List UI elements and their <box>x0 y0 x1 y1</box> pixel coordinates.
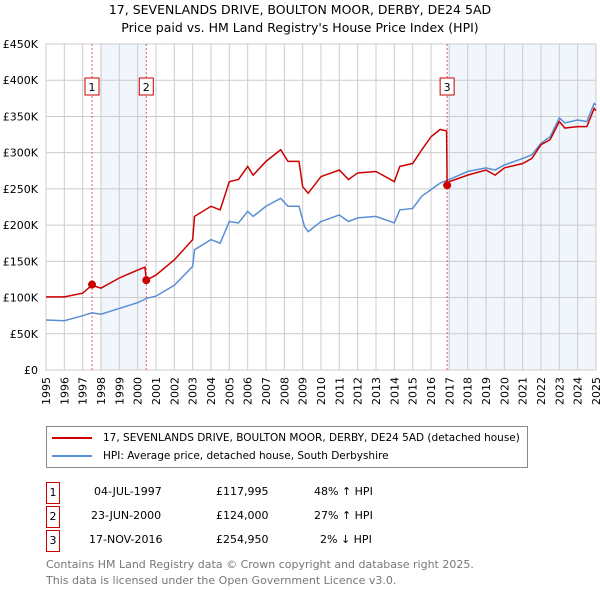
x-tick-label: 2004 <box>205 377 218 405</box>
y-tick-label: £450K <box>3 38 39 51</box>
sale-label-box <box>439 77 455 96</box>
transaction-row: 1 04-JUL-1997 £117,995 48% ↑ HPI <box>46 482 446 504</box>
legend: 17, SEVENLANDS DRIVE, BOULTON MOOR, DERB… <box>46 426 528 468</box>
x-tick-label: 2001 <box>150 377 163 405</box>
y-tick-label: £300K <box>3 147 39 160</box>
x-tick-label: 2018 <box>462 377 475 405</box>
property-price-line <box>46 107 597 298</box>
y-tick-label: £150K <box>3 255 39 268</box>
y-tick-label: £200K <box>3 219 39 232</box>
transaction-date: 23-JUN-2000 <box>91 509 162 522</box>
x-tick-label: 2025 <box>590 377 600 405</box>
legend-line-blue <box>52 455 92 457</box>
y-tick-label: £250K <box>3 183 39 196</box>
transaction-number: 3 <box>46 530 60 552</box>
transaction-hpi: 2% ↓ HPI <box>320 533 372 546</box>
x-tick-label: 2010 <box>315 377 328 405</box>
price-chart: 1995 1996 1997 1998 1999 2000 2001 2002 2003 2004… <box>3 38 600 405</box>
transaction-date: 17-NOV-2016 <box>89 533 163 546</box>
transaction-number: 2 <box>46 506 60 528</box>
y-tick-label: £0 <box>24 364 38 377</box>
x-tick-label: 2002 <box>168 377 181 405</box>
shaded-region <box>100 44 147 370</box>
sale-label: 3 <box>444 81 451 94</box>
sale-point <box>88 280 97 289</box>
x-tick-label: 2017 <box>443 377 456 405</box>
transaction-price: £117,995 <box>216 485 269 498</box>
hpi-line <box>45 102 597 322</box>
x-tick-label: 2013 <box>370 377 383 405</box>
legend-line-red <box>52 437 92 439</box>
x-tick-label: 2015 <box>407 377 420 405</box>
legend-item-property: 17, SEVENLANDS DRIVE, BOULTON MOOR, DERB… <box>52 429 520 447</box>
sale-label: 1 <box>89 81 96 94</box>
legend-label: 17, SEVENLANDS DRIVE, BOULTON MOOR, DERB… <box>103 432 520 444</box>
sale-point <box>142 276 151 285</box>
sale-point <box>443 181 452 190</box>
x-tick-label: 1999 <box>113 377 126 405</box>
chart-title: 17, SEVENLANDS DRIVE, BOULTON MOOR, DERB… <box>108 2 492 17</box>
transaction-price: £124,000 <box>216 509 269 522</box>
plot-frame <box>45 43 597 371</box>
x-tick-label: 2003 <box>187 377 200 405</box>
x-tick-label: 1998 <box>95 377 108 405</box>
x-tick-label: 2022 <box>535 377 548 405</box>
x-tick-label: 2021 <box>517 377 530 405</box>
y-tick-label: £400K <box>3 74 39 87</box>
x-tick-label: 2009 <box>297 377 310 405</box>
legend-item-hpi: HPI: Average price, detached house, Sout… <box>52 447 389 465</box>
footer-licence: This data is licensed under the Open Gov… <box>46 574 397 587</box>
transaction-row: 2 23-JUN-2000 £124,000 27% ↑ HPI <box>46 506 446 528</box>
chart-subtitle: Price paid vs. HM Land Registry's House … <box>121 20 479 35</box>
x-tick-label: 2006 <box>242 377 255 405</box>
x-tick-label: 2014 <box>388 377 401 405</box>
legend-label: HPI: Average price, detached house, Sout… <box>103 450 389 462</box>
x-tick-label: 2024 <box>572 377 585 405</box>
sale-label-box <box>138 77 154 96</box>
shaded-region <box>447 44 596 370</box>
x-tick-label: 2011 <box>333 377 346 405</box>
x-tick-label: 1997 <box>77 377 90 405</box>
x-tick-label: 1995 <box>40 377 53 405</box>
sale-label: 2 <box>143 81 150 94</box>
x-tick-label: 2016 <box>425 377 438 405</box>
y-tick-label: £350K <box>3 110 39 123</box>
transaction-hpi: 48% ↑ HPI <box>314 485 373 498</box>
x-tick-label: 2000 <box>132 377 145 405</box>
y-tick-label: £100K <box>3 292 39 305</box>
sale-label-box <box>84 77 100 96</box>
x-tick-label: 2019 <box>480 377 493 405</box>
footer-copyright: Contains HM Land Registry data © Crown c… <box>46 558 474 571</box>
transaction-date: 04-JUL-1997 <box>94 485 162 498</box>
x-tick-label: 2005 <box>223 377 236 405</box>
x-tick-label: 2020 <box>498 377 511 405</box>
x-tick-label: 2012 <box>352 377 365 405</box>
transaction-number: 1 <box>46 482 60 504</box>
transaction-row: 3 17-NOV-2016 £254,950 2% ↓ HPI <box>46 530 446 552</box>
x-tick-label: 2023 <box>553 377 566 405</box>
x-tick-label: 1996 <box>58 377 71 405</box>
transaction-hpi: 27% ↑ HPI <box>314 509 373 522</box>
y-tick-label: £50K <box>10 328 39 341</box>
x-tick-label: 2008 <box>278 377 291 405</box>
x-tick-label: 2007 <box>260 377 273 405</box>
transaction-price: £254,950 <box>216 533 269 546</box>
